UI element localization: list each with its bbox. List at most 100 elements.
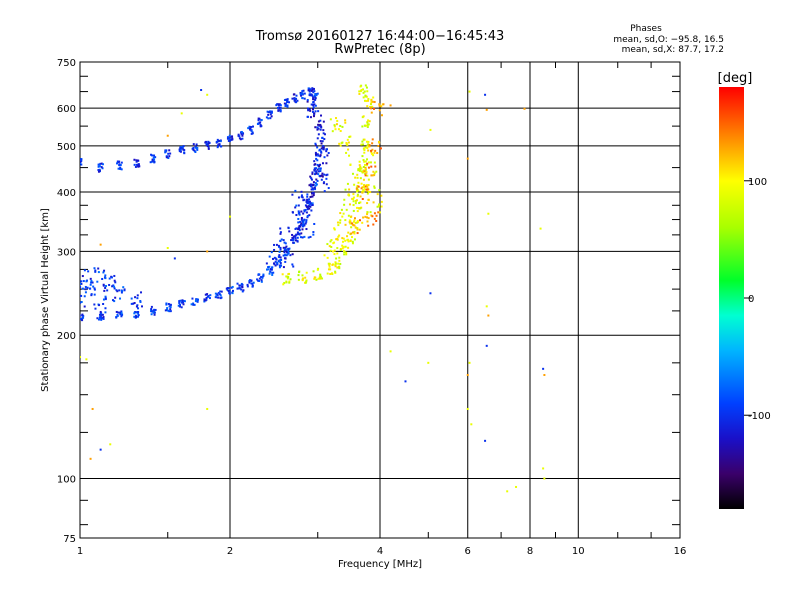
- data-point: [356, 206, 359, 209]
- data-point: [120, 312, 123, 315]
- data-point: [362, 190, 365, 193]
- data-point: [207, 295, 210, 298]
- data-point: [309, 109, 312, 112]
- data-point: [466, 374, 469, 377]
- data-point: [77, 162, 79, 164]
- data-point: [154, 156, 157, 159]
- data-point: [154, 308, 157, 311]
- data-point: [257, 279, 260, 282]
- data-point: [283, 249, 286, 252]
- data-point: [194, 300, 197, 303]
- data-point: [287, 248, 290, 251]
- data-point: [329, 240, 332, 243]
- data-point: [295, 227, 298, 230]
- data-point: [377, 205, 380, 208]
- data-point: [191, 297, 194, 300]
- data-point: [366, 174, 369, 177]
- data-point: [279, 262, 282, 265]
- data-point: [314, 98, 317, 101]
- data-point: [77, 288, 79, 290]
- data-point: [320, 147, 323, 150]
- data-point: [137, 310, 140, 313]
- data-point: [301, 278, 304, 281]
- data-point: [364, 167, 367, 170]
- data-point: [123, 289, 126, 292]
- data-point: [314, 94, 317, 97]
- data-point: [317, 123, 320, 126]
- data-point: [354, 221, 357, 224]
- data-point: [259, 124, 262, 127]
- data-point: [103, 289, 106, 292]
- data-point: [358, 228, 361, 231]
- data-point: [353, 238, 356, 241]
- data-point: [363, 90, 366, 93]
- data-point: [366, 185, 369, 188]
- data-point: [295, 214, 298, 217]
- data-point: [258, 277, 261, 280]
- data-point: [301, 220, 304, 223]
- data-point: [246, 283, 249, 286]
- data-point: [326, 148, 329, 151]
- data-point: [273, 256, 276, 259]
- data-point: [327, 268, 330, 271]
- data-point: [299, 220, 302, 223]
- data-point: [268, 255, 271, 258]
- data-point: [358, 202, 361, 205]
- data-point: [137, 307, 140, 310]
- data-point: [92, 285, 95, 288]
- data-point: [470, 423, 473, 426]
- data-point: [314, 144, 317, 147]
- data-point: [352, 197, 355, 200]
- data-point: [348, 219, 351, 222]
- data-point: [137, 163, 140, 166]
- data-point: [542, 467, 545, 470]
- data-point: [205, 143, 208, 146]
- data-point: [357, 168, 360, 171]
- data-point: [359, 90, 362, 93]
- data-point: [315, 171, 318, 174]
- data-point: [347, 193, 350, 196]
- data-point: [365, 184, 368, 187]
- data-point: [347, 231, 350, 234]
- data-point: [94, 307, 97, 310]
- data-point: [361, 221, 364, 224]
- data-point: [306, 193, 309, 196]
- x-tick-label: 10: [572, 546, 585, 557]
- data-point: [369, 103, 372, 106]
- data-point: [312, 270, 315, 273]
- data-point: [295, 233, 298, 236]
- data-point: [427, 361, 430, 364]
- data-point: [308, 108, 311, 111]
- data-point: [295, 97, 298, 100]
- data-point: [349, 163, 352, 166]
- data-point: [316, 168, 319, 171]
- data-point: [136, 294, 139, 297]
- data-point: [367, 198, 370, 201]
- y-axis-label: Stationary phase Virtual Height [km]: [40, 208, 51, 392]
- data-point: [337, 128, 340, 131]
- data-point: [336, 237, 339, 240]
- data-point: [316, 146, 319, 149]
- data-point: [220, 290, 223, 293]
- data-point: [270, 111, 273, 114]
- data-point: [308, 214, 311, 217]
- data-point: [308, 200, 311, 203]
- data-point: [347, 214, 350, 217]
- data-point: [300, 218, 303, 221]
- data-point: [354, 202, 357, 205]
- data-point: [314, 110, 317, 113]
- data-point: [251, 132, 254, 135]
- data-point: [249, 128, 252, 131]
- data-point: [323, 156, 326, 159]
- data-point: [357, 185, 360, 188]
- data-point: [267, 117, 270, 120]
- data-point: [260, 280, 263, 283]
- data-point: [363, 124, 366, 127]
- data-point: [333, 241, 336, 244]
- data-point: [279, 246, 282, 249]
- data-point: [248, 125, 251, 128]
- data-point: [319, 277, 322, 280]
- data-point: [331, 263, 334, 266]
- data-point: [272, 271, 275, 274]
